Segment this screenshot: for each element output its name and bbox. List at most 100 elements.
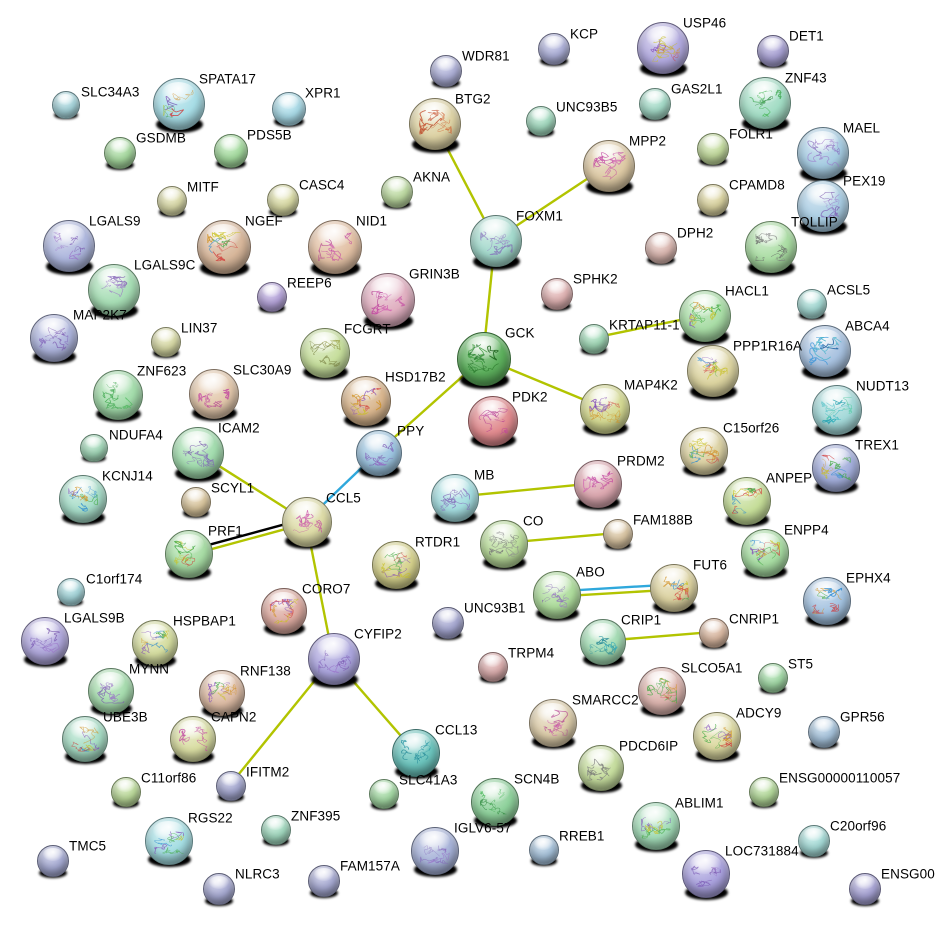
protein-node-ppp1r16a[interactable] [687, 345, 739, 400]
protein-node-adcy9[interactable] [693, 712, 741, 763]
protein-node-foxm1[interactable] [470, 215, 522, 270]
protein-node-acsl5[interactable] [797, 289, 827, 320]
protein-node-akna[interactable] [381, 176, 413, 209]
protein-node-trex1[interactable] [812, 444, 860, 495]
protein-node-hsd17b2[interactable] [341, 376, 391, 429]
protein-node-casc4[interactable] [267, 184, 299, 217]
protein-node-ephx4[interactable] [803, 577, 851, 628]
protein-node-xpr1[interactable] [272, 92, 306, 127]
protein-node-ablim1[interactable] [632, 802, 680, 853]
protein-node-gpr56[interactable] [808, 716, 840, 749]
protein-node-rreb1[interactable] [529, 835, 559, 866]
protein-node-krtap11-1[interactable] [579, 324, 609, 355]
protein-node-reep6[interactable] [257, 282, 287, 313]
protein-node-st5[interactable] [758, 663, 788, 694]
protein-node-znf43[interactable] [739, 77, 791, 132]
protein-node-rnf138[interactable] [199, 670, 245, 718]
protein-node-map2k7[interactable] [30, 314, 78, 365]
protein-node-dph2[interactable] [645, 232, 677, 265]
protein-node-lin37[interactable] [151, 327, 181, 358]
protein-node-scyl1[interactable] [181, 487, 211, 518]
protein-node-mitf[interactable] [157, 186, 187, 217]
protein-node-ndufa4[interactable] [80, 434, 108, 463]
protein-node-coro7[interactable] [261, 588, 307, 636]
protein-node-prdm2[interactable] [574, 460, 622, 511]
protein-node-fam157a[interactable] [308, 865, 340, 898]
protein-node-c1orf174[interactable] [57, 578, 85, 607]
protein-node-cyfip2[interactable] [308, 633, 360, 688]
protein-node-c11orf86[interactable] [111, 777, 141, 808]
protein-node-loc731884[interactable] [682, 850, 730, 901]
protein-node-lgals9[interactable] [43, 220, 95, 275]
protein-node-smarcc2[interactable] [529, 699, 577, 750]
protein-node-znf623[interactable] [93, 370, 143, 423]
protein-node-slco5a1[interactable] [638, 667, 686, 718]
protein-node-mb[interactable] [431, 474, 479, 525]
protein-node-ppy[interactable] [356, 430, 402, 478]
protein-node-unc93b1[interactable] [432, 607, 464, 640]
protein-node-nlrc3[interactable] [203, 873, 235, 906]
protein-node-pdcd6ip[interactable] [578, 745, 624, 793]
protein-node-ccl5[interactable] [282, 497, 332, 550]
protein-node-btg2[interactable] [409, 98, 461, 153]
edge-cyfip2-ccl13-textmining[interactable] [347, 674, 403, 737]
protein-node-ccl13[interactable] [392, 729, 440, 780]
protein-node-co[interactable] [480, 520, 528, 571]
protein-node-hacl1[interactable] [679, 290, 731, 345]
protein-node-crip1[interactable] [580, 619, 626, 667]
protein-node-ensg00000110057[interactable] [749, 777, 779, 808]
protein-node-enpp4[interactable] [741, 529, 789, 580]
protein-node-mpp2[interactable] [583, 140, 635, 195]
protein-node-anpep[interactable] [723, 477, 771, 528]
protein-node-capn2[interactable] [170, 716, 216, 764]
protein-node-lgals9c[interactable] [88, 264, 140, 319]
protein-node-znf395[interactable] [261, 815, 291, 846]
protein-node-kcnj14[interactable] [59, 475, 107, 526]
protein-node-ifitm2[interactable] [216, 771, 246, 802]
protein-node-folr1[interactable] [697, 133, 729, 166]
edge-btg2-foxm1-textmining[interactable] [443, 142, 486, 221]
edge-cyfip2-ifitm2-textmining[interactable] [236, 675, 320, 777]
protein-node-fcgrt[interactable] [300, 328, 350, 381]
protein-node-wdr81[interactable] [430, 55, 462, 88]
edge-mb-prdm2-textmining[interactable] [474, 483, 577, 497]
protein-node-lgals9b[interactable] [21, 617, 69, 668]
protein-node-spata17[interactable] [153, 78, 205, 133]
protein-node-mynn[interactable] [88, 668, 134, 716]
protein-node-cnrip1[interactable] [699, 618, 729, 649]
protein-node-icam2[interactable] [172, 427, 224, 482]
protein-node-pdk2[interactable] [468, 396, 518, 449]
edge-crip1-cnrip1-textmining[interactable] [621, 631, 702, 641]
protein-node-ube3b[interactable] [62, 716, 108, 764]
protein-node-nudt13[interactable] [812, 385, 862, 438]
protein-node-abca4[interactable] [799, 325, 851, 380]
protein-node-det1[interactable] [757, 35, 789, 68]
protein-node-ngef[interactable] [197, 220, 251, 277]
protein-node-scn4b[interactable] [471, 778, 519, 829]
protein-node-kcp[interactable] [538, 33, 570, 66]
protein-node-fut6[interactable] [650, 564, 698, 615]
protein-node-ensg00000[interactable] [849, 873, 881, 906]
edge-abo-fut6-database[interactable] [576, 584, 652, 592]
protein-node-rgs22[interactable] [145, 817, 193, 868]
protein-node-grin3b[interactable] [361, 273, 415, 330]
protein-node-unc93b5[interactable] [526, 106, 556, 137]
protein-node-mael[interactable] [797, 127, 849, 182]
protein-node-slc30a9[interactable] [189, 369, 239, 422]
protein-node-gsdmb[interactable] [104, 137, 136, 170]
protein-node-hspbap1[interactable] [132, 620, 178, 668]
protein-node-c20orf96[interactable] [798, 825, 830, 858]
protein-node-sphk2[interactable] [541, 278, 573, 311]
protein-node-slc41a3[interactable] [369, 779, 399, 810]
protein-node-trpm4[interactable] [478, 652, 508, 683]
protein-node-slc34a3[interactable] [52, 91, 80, 120]
edge-co-fam188b-textmining[interactable] [523, 532, 606, 543]
protein-node-gck[interactable] [457, 332, 511, 389]
protein-node-map4k2[interactable] [580, 384, 630, 437]
protein-node-gas2l1[interactable] [639, 88, 671, 121]
protein-node-tmc5[interactable] [37, 845, 69, 878]
protein-node-c15orf26[interactable] [680, 427, 728, 478]
protein-node-rtdr1[interactable] [372, 541, 420, 592]
protein-node-usp46[interactable] [637, 22, 689, 77]
